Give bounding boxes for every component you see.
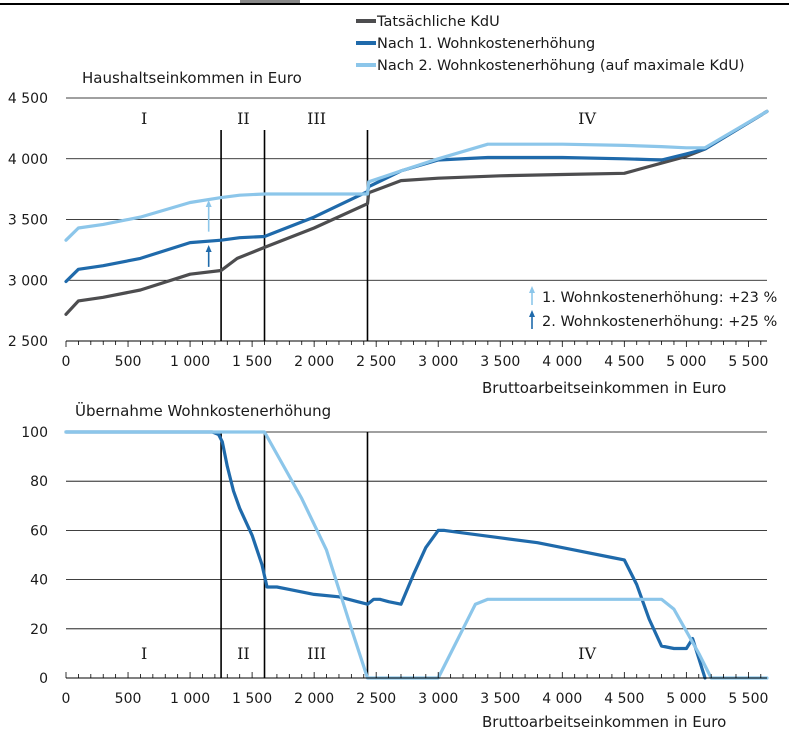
top-annotations: 1. Wohnkostenerhöhung: +23 % 2. Wohnkost… [529, 286, 777, 330]
bottom-y-tick-label-0: 0 [39, 671, 48, 687]
top-y-tick-label-4500: 4 500 [8, 91, 48, 107]
top-x-tick-label-3500: 3 500 [480, 354, 520, 370]
bottom-x-tick-label-5500: 5 500 [728, 691, 768, 707]
bottom-x-tick-label-4500: 4 500 [604, 691, 644, 707]
top-increase-arrow-head-0 [205, 200, 212, 208]
bottom-region-labels: I II III IV [141, 644, 596, 663]
bottom-x-tick-label-3500: 3 500 [480, 691, 520, 707]
bottom-series-line-nach-2-wohnkostenerh-hung-auf-maximale-kdu [64, 430, 769, 680]
legend-label-second-increase: Nach 2. Wohnkostenerhöhung (auf maximale… [377, 58, 744, 74]
top-region-labels: I II III IV [141, 109, 596, 128]
annotation-arrow-second-head [529, 310, 535, 317]
bottom-x-axis-title: Bruttoarbeitseinkommen in Euro [482, 713, 726, 731]
bottom-region-iii: III [307, 644, 326, 663]
bottom-y-tick-label-80: 80 [30, 474, 48, 490]
annotation-second-increase: 2. Wohnkostenerhöhung: +25 % [542, 314, 777, 330]
top-y-tick-label-3500: 3 500 [8, 213, 48, 229]
bottom-y-axis-title: Übernahme Wohnkostenerhöhung [75, 401, 331, 420]
top-x-axis: 0 500 1 000 1 500 2 000 2 500 3 000 3 500 4 000 4… [62, 340, 768, 370]
bottom-x-tick-label-5000: 5 000 [666, 691, 706, 707]
household-income-chart: Haushaltseinkommen in Euro I II III IV 0 500… [8, 69, 777, 397]
top-y-tick-label-4000: 4 000 [8, 152, 48, 168]
top-x-axis-title: Bruttoarbeitseinkommen in Euro [482, 379, 726, 397]
legend-label-actual: Tatsächliche KdU [376, 14, 500, 30]
bottom-x-tick-label-2000: 2 000 [294, 691, 334, 707]
top-series-line-tats-chliche-kdu [64, 109, 769, 316]
bottom-y-tick-label-40: 40 [30, 573, 48, 589]
bottom-y-tick-label-60: 60 [30, 523, 48, 539]
top-x-tick-label-1000: 1 000 [170, 354, 210, 370]
top-x-tick-label-4000: 4 000 [542, 354, 582, 370]
bottom-y-tick-label-20: 20 [30, 622, 48, 638]
legend-label-first-increase: Nach 1. Wohnkostenerhöhung [377, 36, 595, 52]
top-increase-arrow-head-1 [205, 245, 212, 253]
bottom-x-tick-label-500: 500 [115, 691, 142, 707]
bottom-series [64, 430, 769, 680]
top-series [64, 109, 769, 316]
top-region-iii: III [307, 109, 326, 128]
top-region-iv: IV [578, 109, 596, 128]
legend: Tatsächliche KdU Nach 1. Wohnkostenerhöh… [356, 14, 744, 74]
top-series-line-nach-2-wohnkostenerh-hung-auf-maximale-kdu [64, 109, 769, 242]
top-x-tick-label-0: 0 [62, 354, 71, 370]
top-y-tick-label-2500: 2 500 [8, 334, 48, 350]
top-x-tick-label-1500: 1 500 [232, 354, 272, 370]
annotation-first-increase: 1. Wohnkostenerhöhung: +23 % [542, 290, 777, 306]
bottom-x-tick-label-2500: 2 500 [356, 691, 396, 707]
bottom-x-tick-label-0: 0 [62, 691, 71, 707]
top-x-tick-label-4500: 4 500 [604, 354, 644, 370]
top-x-tick-label-3000: 3 000 [418, 354, 458, 370]
bottom-x-tick-label-3000: 3 000 [418, 691, 458, 707]
bottom-y-ticks: 0 20 40 60 80 100 [21, 425, 48, 687]
bottom-region-i: I [141, 644, 147, 663]
top-gridlines [66, 97, 767, 281]
bottom-y-tick-label-100: 100 [21, 425, 48, 441]
bottom-region-iv: IV [578, 644, 596, 663]
top-y-axis-title: Haushaltseinkommen in Euro [82, 69, 302, 87]
top-y-ticks: 2 500 3 000 3 500 4 000 4 500 [8, 91, 48, 350]
bottom-x-tick-label-4000: 4 000 [542, 691, 582, 707]
top-y-tick-label-3000: 3 000 [8, 273, 48, 289]
top-series-line-nach-1-wohnkostenerh-hung [64, 109, 769, 284]
top-x-tick-label-500: 500 [115, 354, 142, 370]
header-fragment [240, 0, 300, 3]
top-x-tick-label-5000: 5 000 [666, 354, 706, 370]
bottom-x-axis: 0 500 1 000 1 500 2 000 2 500 3 000 3 500 4 000 4… [62, 672, 768, 707]
bottom-x-tick-label-1000: 1 000 [170, 691, 210, 707]
bottom-region-ii: II [237, 644, 250, 663]
top-region-ii: II [237, 109, 250, 128]
bottom-x-tick-label-1500: 1 500 [232, 691, 272, 707]
annotation-arrow-first-head [529, 286, 535, 293]
top-region-i: I [141, 109, 147, 128]
top-x-tick-label-2000: 2 000 [294, 354, 334, 370]
top-x-tick-label-2500: 2 500 [356, 354, 396, 370]
top-x-tick-label-5500: 5 500 [728, 354, 768, 370]
bottom-series-line-nach-1-wohnkostenerh-hung [64, 430, 707, 680]
top-arrows [205, 200, 212, 267]
bottom-region-dividers [220, 432, 369, 678]
